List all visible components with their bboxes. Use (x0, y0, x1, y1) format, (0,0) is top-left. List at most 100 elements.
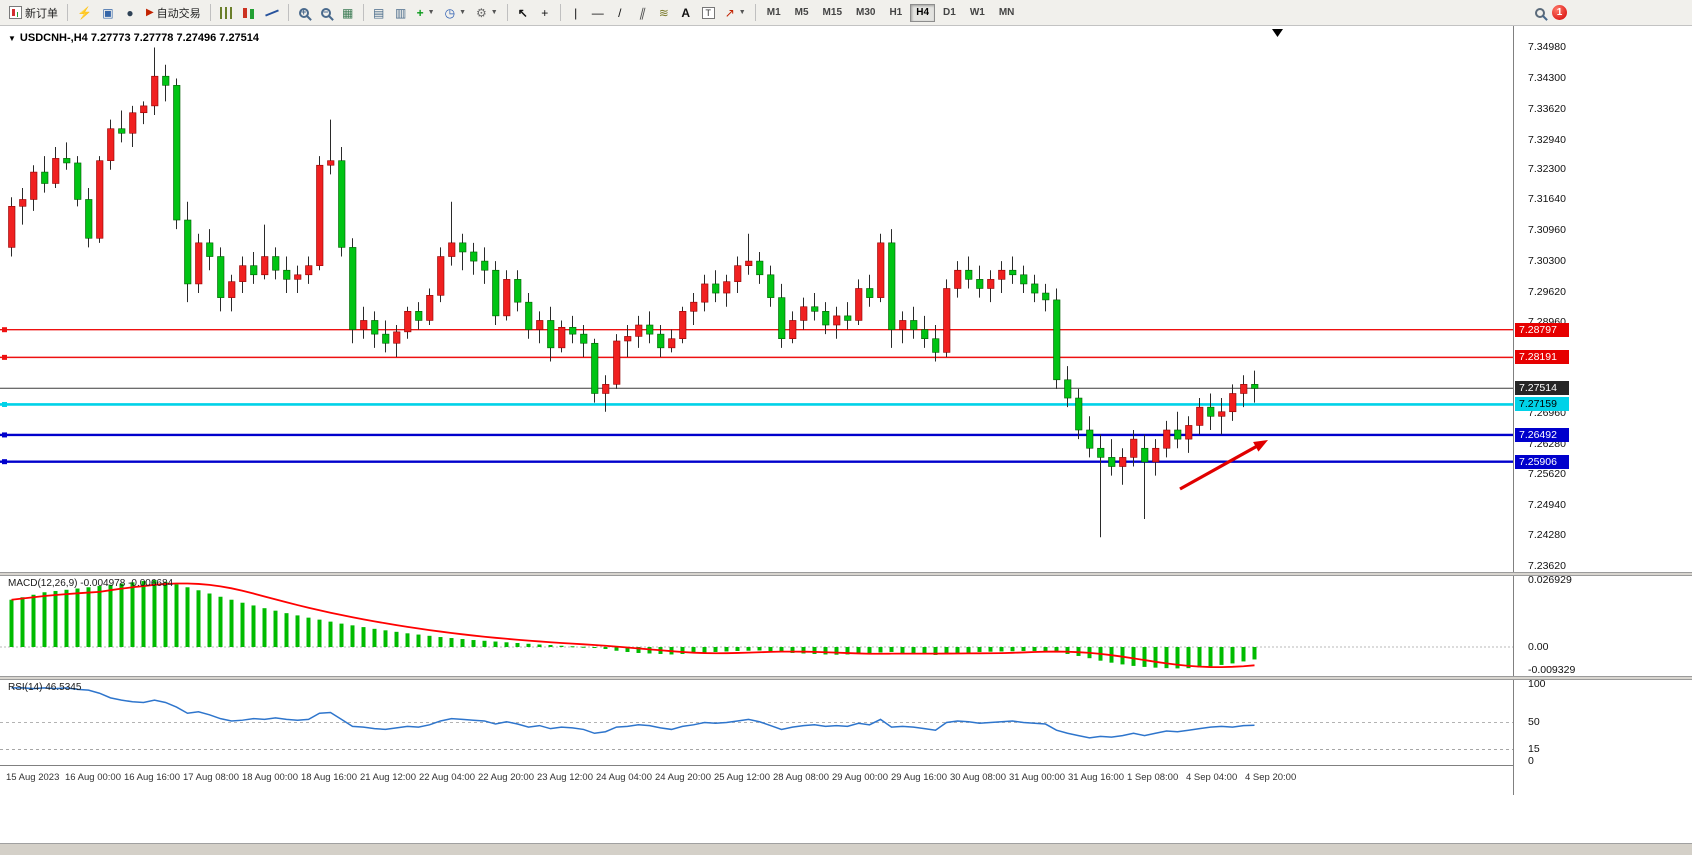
macd-histogram-bar (515, 643, 520, 647)
chevron-down-icon: ▼ (490, 9, 498, 16)
line-handle[interactable] (2, 459, 7, 465)
auto-trading-button[interactable]: ▶ 自动交易 (142, 3, 205, 23)
time-axis[interactable]: 15 Aug 2023 16 Aug 00:00 16 Aug 16:00 17 Au… (0, 765, 1513, 795)
candle-body (745, 260, 753, 266)
candle-body (52, 158, 60, 184)
line-handle[interactable] (2, 432, 7, 438)
metaeditor-button[interactable]: ⚡ (73, 3, 96, 23)
candle-body (624, 336, 632, 342)
bar-chart-button[interactable] (216, 3, 237, 23)
macd-histogram-bar (526, 643, 531, 647)
macd-panel-canvas[interactable] (0, 576, 1513, 676)
add-indicator-button[interactable]: + ▼ (413, 3, 439, 23)
timeframe-h4-button[interactable]: H4 (910, 3, 936, 22)
channel-button[interactable]: ∥ (632, 3, 652, 23)
cascade-charts-button[interactable]: ▥ (391, 3, 411, 23)
time-axis-label: 17 Aug 08:00 (183, 772, 239, 783)
timeframe-m15-button[interactable]: M15 (817, 4, 848, 22)
period-button[interactable]: ◷ ▼ (441, 3, 470, 23)
candle-body (657, 333, 665, 349)
macd-histogram-bar (988, 647, 993, 652)
candle-body (800, 306, 808, 321)
timeframe-m30-button[interactable]: M30 (850, 4, 881, 22)
tile-windows-button[interactable]: ▦ (338, 3, 358, 23)
macd-histogram-bar (812, 647, 817, 654)
webtrader-button[interactable]: ● (120, 3, 140, 23)
time-axis-label: 4 Sep 20:00 (1245, 772, 1297, 783)
candle-body (998, 269, 1006, 280)
rsi-label: RSI(14) 46.5345 (8, 682, 82, 693)
macd-histogram-bar (999, 647, 1004, 652)
macd-histogram-bar (119, 583, 124, 647)
macd-histogram-bar (471, 640, 476, 647)
macd-histogram-bar (757, 647, 762, 651)
candle-body (1185, 425, 1193, 440)
zoom-out-icon: − (320, 7, 331, 18)
macd-histogram-bar (229, 599, 234, 647)
line-handle[interactable] (2, 327, 7, 333)
candle-body (723, 281, 731, 294)
search-button[interactable] (1530, 3, 1550, 23)
candle-body (679, 311, 687, 340)
notification-badge[interactable]: 1 (1552, 5, 1567, 20)
timeframe-d1-button[interactable]: D1 (937, 4, 962, 22)
candle-body (954, 269, 962, 289)
candle-body (1163, 429, 1171, 449)
main-chart-canvas[interactable] (0, 26, 1513, 572)
candle-body (239, 265, 247, 282)
time-axis-label: 24 Aug 04:00 (596, 772, 652, 783)
symbol-dropdown-icon[interactable]: ▼ (8, 34, 16, 43)
terminal-button[interactable]: ▣ (98, 3, 118, 23)
arrows-tool-button[interactable]: ↗ ▼ (721, 3, 750, 23)
vertical-line-button[interactable]: | (566, 3, 586, 23)
panel-splitter[interactable] (0, 572, 1692, 576)
candle-body (525, 301, 533, 330)
trendline-button[interactable]: / (610, 3, 630, 23)
line-handle[interactable] (2, 401, 7, 407)
candlestick-chart-button[interactable] (239, 3, 259, 23)
macd-histogram-bar (427, 635, 432, 647)
macd-histogram-bar (1186, 647, 1191, 669)
candle-body (789, 320, 797, 340)
timeframe-w1-button[interactable]: W1 (964, 4, 991, 22)
line-handle[interactable] (2, 354, 7, 360)
timeframe-m5-button[interactable]: M5 (789, 4, 815, 22)
cursor-button[interactable]: ↖ (513, 3, 533, 23)
panel-splitter[interactable] (0, 676, 1692, 680)
text-tool-button[interactable]: A (676, 3, 696, 23)
candle-body (646, 324, 654, 335)
rsi-panel-canvas[interactable] (0, 680, 1513, 765)
new-order-button[interactable]: 新订单 (5, 3, 62, 23)
candle-body (635, 324, 643, 337)
line-chart-button[interactable] (261, 3, 283, 23)
macd-histogram-bar (317, 619, 322, 647)
candle-body (976, 279, 984, 289)
time-axis-label: 18 Aug 00:00 (242, 772, 298, 783)
arrange-charts-button[interactable]: ▤ (369, 3, 389, 23)
timeframe-mn-button[interactable]: MN (993, 4, 1021, 22)
candle-body (602, 384, 610, 394)
macd-histogram-bar (911, 647, 916, 654)
bottom-scrollbar[interactable] (0, 843, 1692, 855)
text-label-button[interactable]: T (698, 3, 719, 23)
candle-body (74, 162, 82, 200)
candle-body (547, 320, 555, 349)
zoom-out-button[interactable]: − (316, 3, 336, 23)
annotation-arrow[interactable] (1179, 441, 1264, 491)
timeframe-m1-button[interactable]: M1 (761, 4, 787, 22)
template-button[interactable]: ⚙ ▼ (472, 3, 502, 23)
time-axis-label: 29 Aug 16:00 (891, 772, 947, 783)
rsi-axis-label: 15 (1528, 742, 1540, 755)
scroll-anchor-icon[interactable] (1272, 29, 1283, 37)
macd-histogram-bar (438, 637, 443, 647)
time-axis-label: 22 Aug 04:00 (419, 772, 475, 783)
gear-icon: ⚙ (476, 5, 487, 20)
price-axis[interactable]: 7.34980 7.34300 7.33620 7.32940 7.32300 7.316… (1513, 26, 1692, 795)
horizontal-line-button[interactable]: — (588, 3, 608, 23)
zoom-in-button[interactable]: + (294, 3, 314, 23)
crosshair-button[interactable]: + (535, 3, 555, 23)
fibonacci-button[interactable]: ≋ (654, 3, 674, 23)
price-axis-label: 7.34980 (1528, 40, 1566, 53)
candle-body (932, 338, 940, 353)
timeframe-h1-button[interactable]: H1 (883, 4, 908, 22)
